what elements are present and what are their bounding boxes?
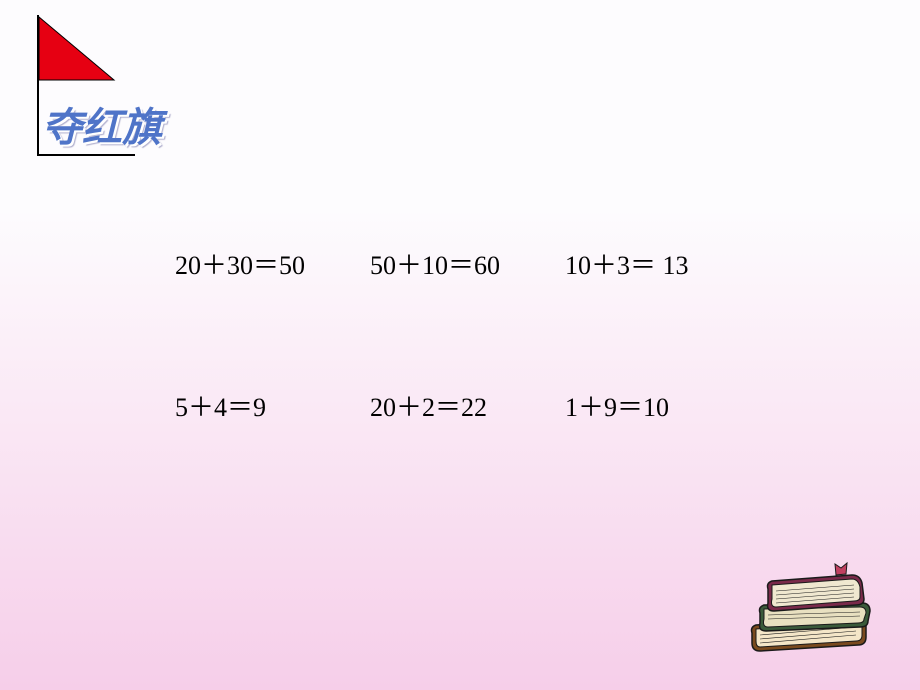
equation: 20＋30＝50 [175, 245, 370, 282]
equation-rhs: 10 [643, 393, 669, 422]
equations-block: 20＋30＝5050＋10＝6010＋3＝ 135＋4＝920＋2＝221＋9＝… [175, 245, 760, 529]
equation: 1＋9＝10 [565, 387, 760, 424]
equation-rhs: 9 [253, 393, 266, 422]
equation-lhs: 5＋4＝ [175, 393, 253, 422]
equation-row: 20＋30＝5050＋10＝6010＋3＝ 13 [175, 245, 760, 282]
equation-lhs: 50＋10＝ [370, 251, 474, 280]
equation-rhs: 50 [279, 251, 305, 280]
equation-lhs: 1＋9＝ [565, 393, 643, 422]
equation-lhs: 20＋2＝ [370, 393, 461, 422]
equation: 5＋4＝9 [175, 387, 370, 424]
equation-lhs: 20＋30＝ [175, 251, 279, 280]
books-icon [740, 555, 875, 660]
equation-rhs: 13 [656, 251, 689, 280]
equation-row: 5＋4＝920＋2＝221＋9＝10 [175, 387, 760, 424]
equation: 20＋2＝22 [370, 387, 565, 424]
equation-rhs: 22 [461, 393, 487, 422]
slide-title: 夺红旗 [42, 95, 162, 153]
stacked-books-icon [740, 555, 875, 655]
equation-lhs: 10＋3＝ [565, 251, 656, 280]
slide: 夺红旗 20＋30＝5050＋10＝6010＋3＝ 135＋4＝920＋2＝22… [0, 0, 920, 690]
equation-rhs: 60 [474, 251, 500, 280]
equation: 50＋10＝60 [370, 245, 565, 282]
equation: 10＋3＝ 13 [565, 245, 760, 282]
